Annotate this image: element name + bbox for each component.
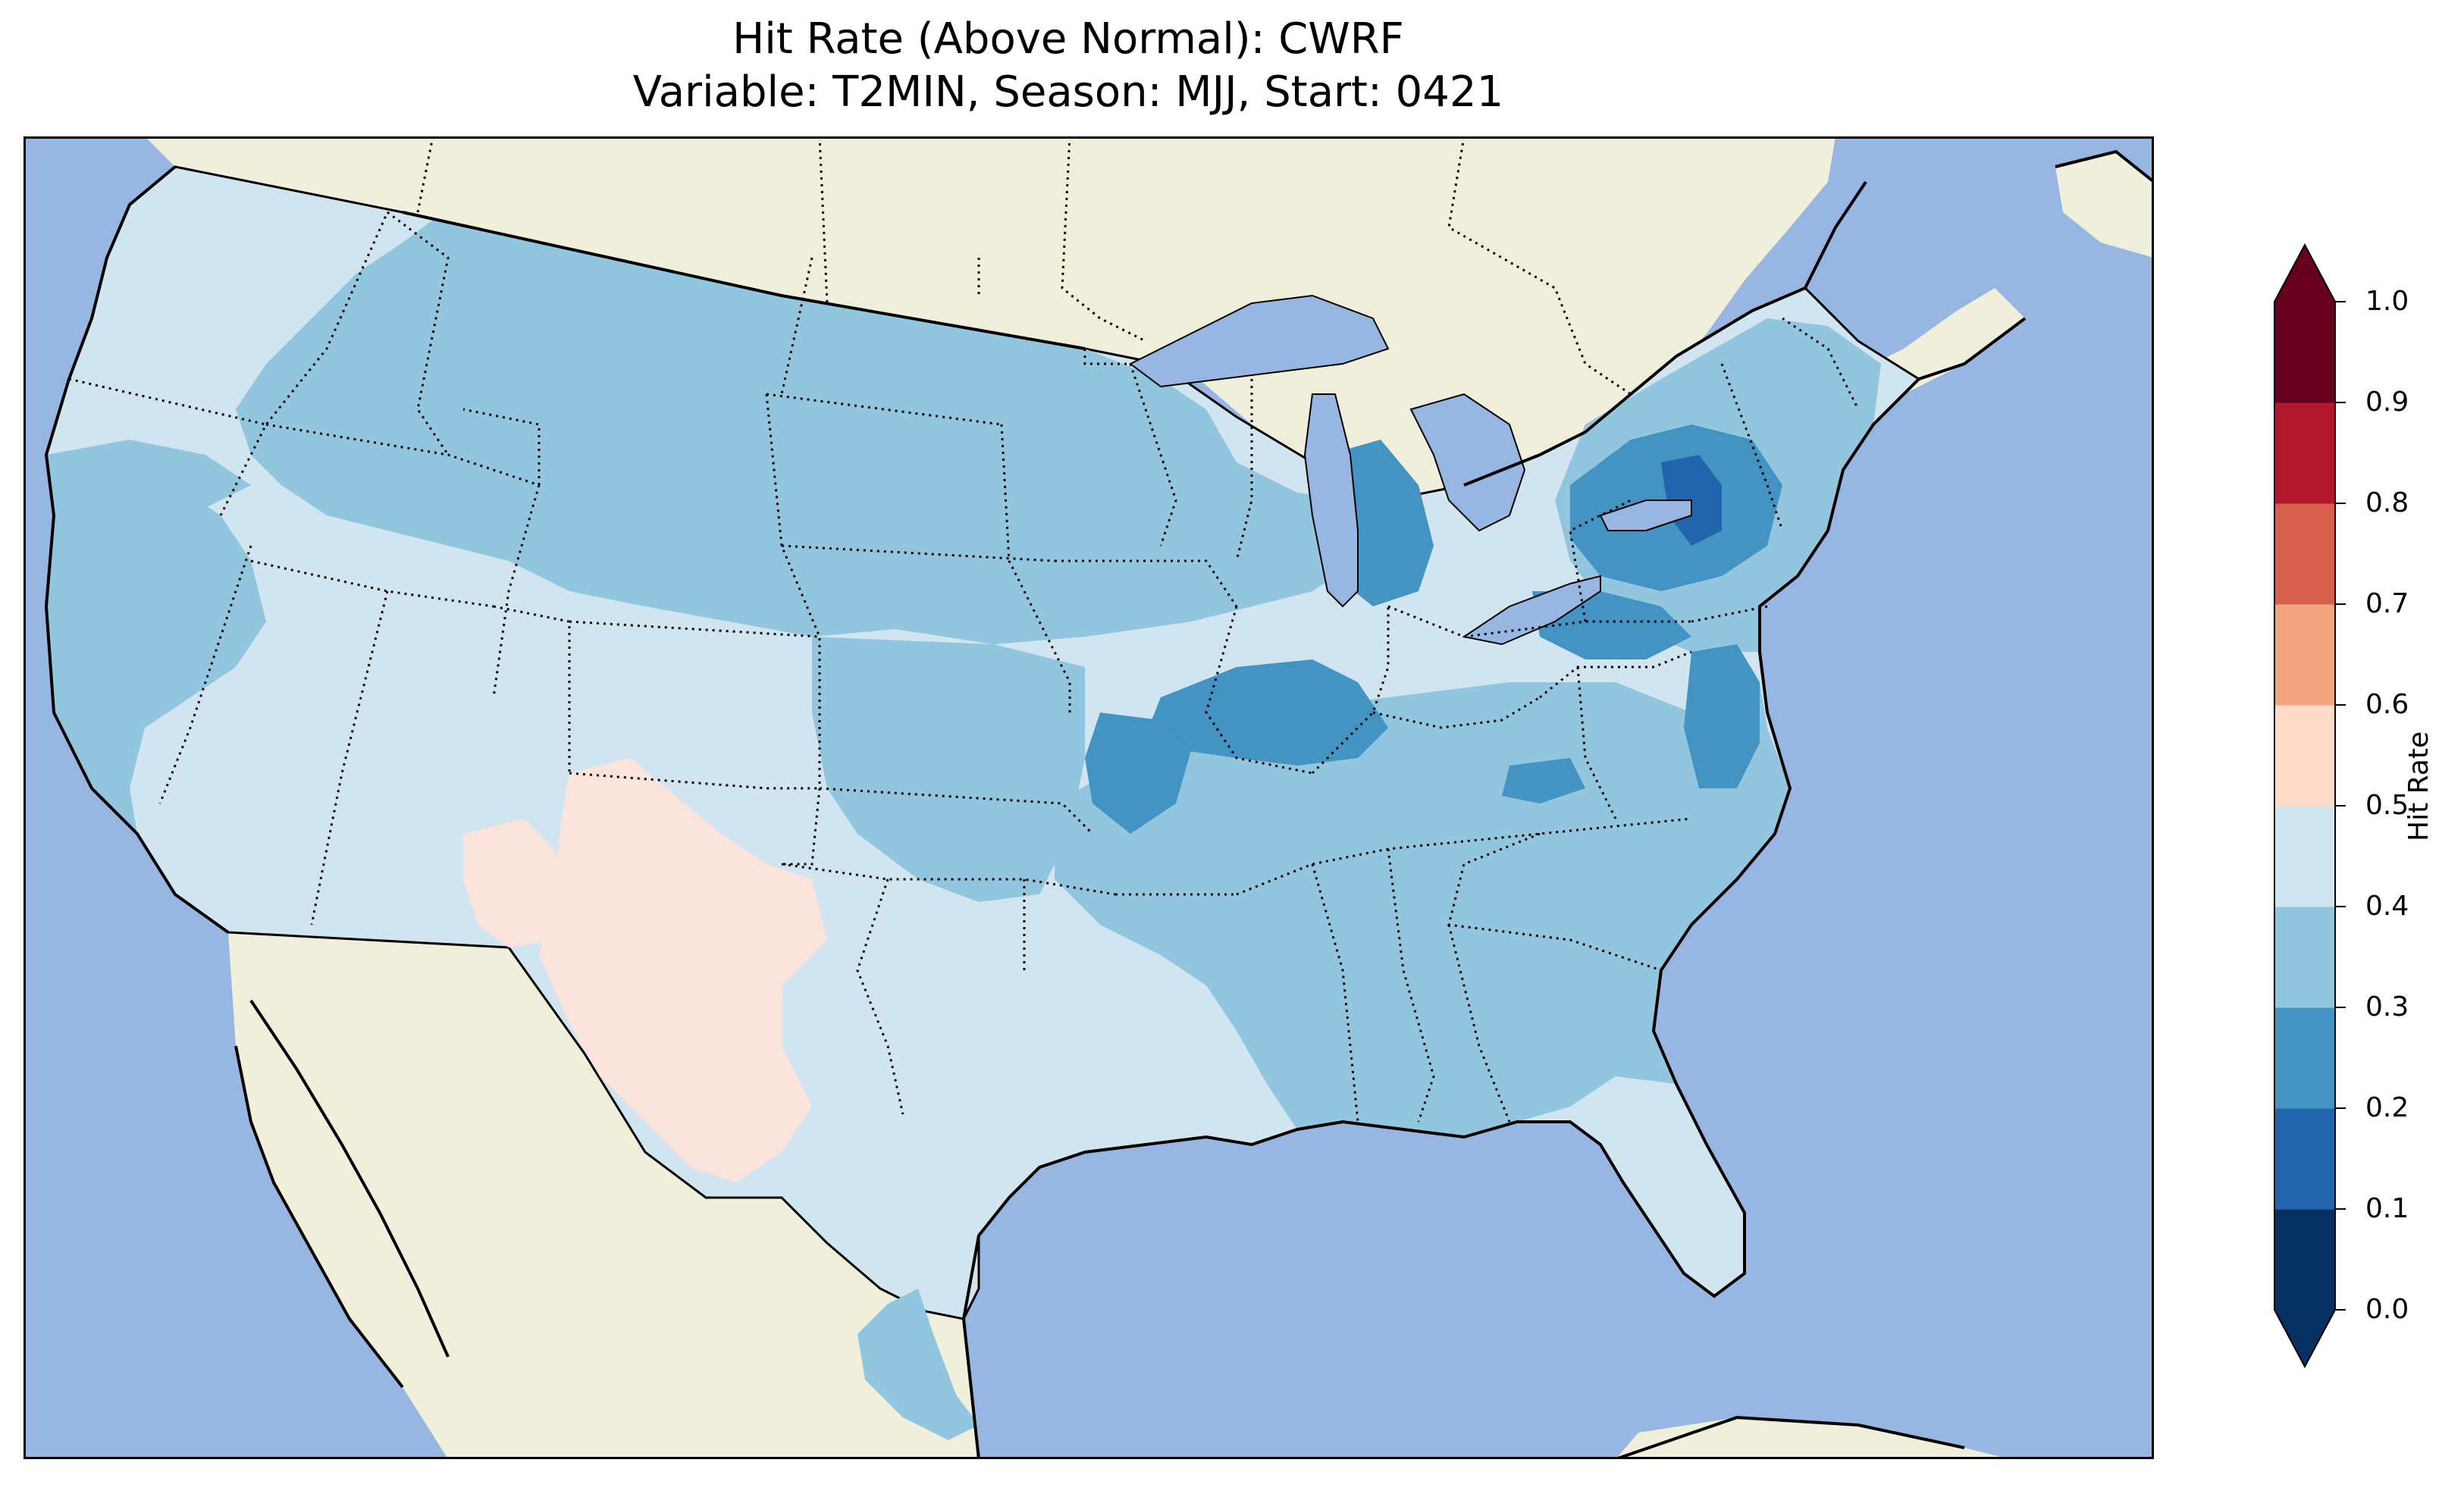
lake-michigan [1303, 393, 1359, 608]
colorbar-tick-label: 0.6 [2365, 689, 2409, 720]
colorbar-tick-label: 0.2 [2365, 1092, 2409, 1123]
colorbar-segment [2274, 1007, 2335, 1109]
region-chesapeake [1684, 644, 1760, 788]
colorbar [2274, 243, 2346, 1369]
region-southeast [1055, 682, 1790, 1137]
colorbar-tick-label: 0.8 [2365, 487, 2409, 518]
region-texas-coast [857, 1289, 979, 1440]
colorbar-tick-label: 0.4 [2365, 891, 2409, 922]
region-four-corners [463, 819, 569, 947]
state-boundaries [68, 136, 1860, 1123]
colorbar-tick-label: 0.0 [2365, 1294, 2409, 1325]
coastlines [44, 149, 2154, 1459]
region-ohio-valley [1146, 659, 1388, 766]
colorbar-tick-label: 0.1 [2365, 1193, 2409, 1224]
colorbar-extend-low [2274, 1310, 2335, 1367]
colorbar-segment [2274, 503, 2335, 605]
baja-land [251, 1001, 448, 1380]
cuba-land [1616, 1417, 2010, 1459]
region-west-interior [46, 485, 266, 834]
colorbar-segment [2274, 604, 2335, 706]
lake-huron [1409, 393, 1526, 532]
chart-subtitle: Variable: T2MIN, Season: MJJ, Start: 042… [632, 67, 1504, 117]
colorbar-segment [2274, 402, 2335, 504]
lake-ontario [1599, 500, 1692, 531]
colorbar-tick-label: 0.5 [2365, 790, 2409, 821]
colorbar-segment [2274, 806, 2335, 907]
colorbar-tick-label: 0.7 [2365, 588, 2409, 619]
region-pacific-northwest [46, 440, 251, 515]
colorbar-label: Hit Rate [2403, 731, 2434, 841]
region-kentucky [1502, 758, 1585, 803]
colorbar-segment [2274, 1108, 2335, 1210]
colorbar-tick-label: 0.9 [2365, 387, 2409, 418]
colorbar-segment [2274, 907, 2335, 1008]
colorbar-tick-label: 1.0 [2365, 286, 2409, 317]
region-new-mexico [539, 758, 827, 1182]
colorbar-tick-label: 0.3 [2365, 991, 2409, 1023]
chart-title: Hit Rate (Above Normal): CWRF [732, 14, 1404, 64]
colorbar-segment [2274, 1209, 2335, 1311]
region-missouri [1085, 713, 1191, 834]
region-central-plains [812, 637, 1085, 902]
hit-rate-map [24, 136, 2154, 1459]
lake-superior [1129, 294, 1390, 388]
colorbar-segment [2274, 302, 2335, 403]
lake-erie [1462, 575, 1601, 646]
colorbar-segment [2274, 705, 2335, 807]
colorbar-extend-high [2274, 245, 2335, 302]
newfoundland-land [2055, 152, 2154, 258]
